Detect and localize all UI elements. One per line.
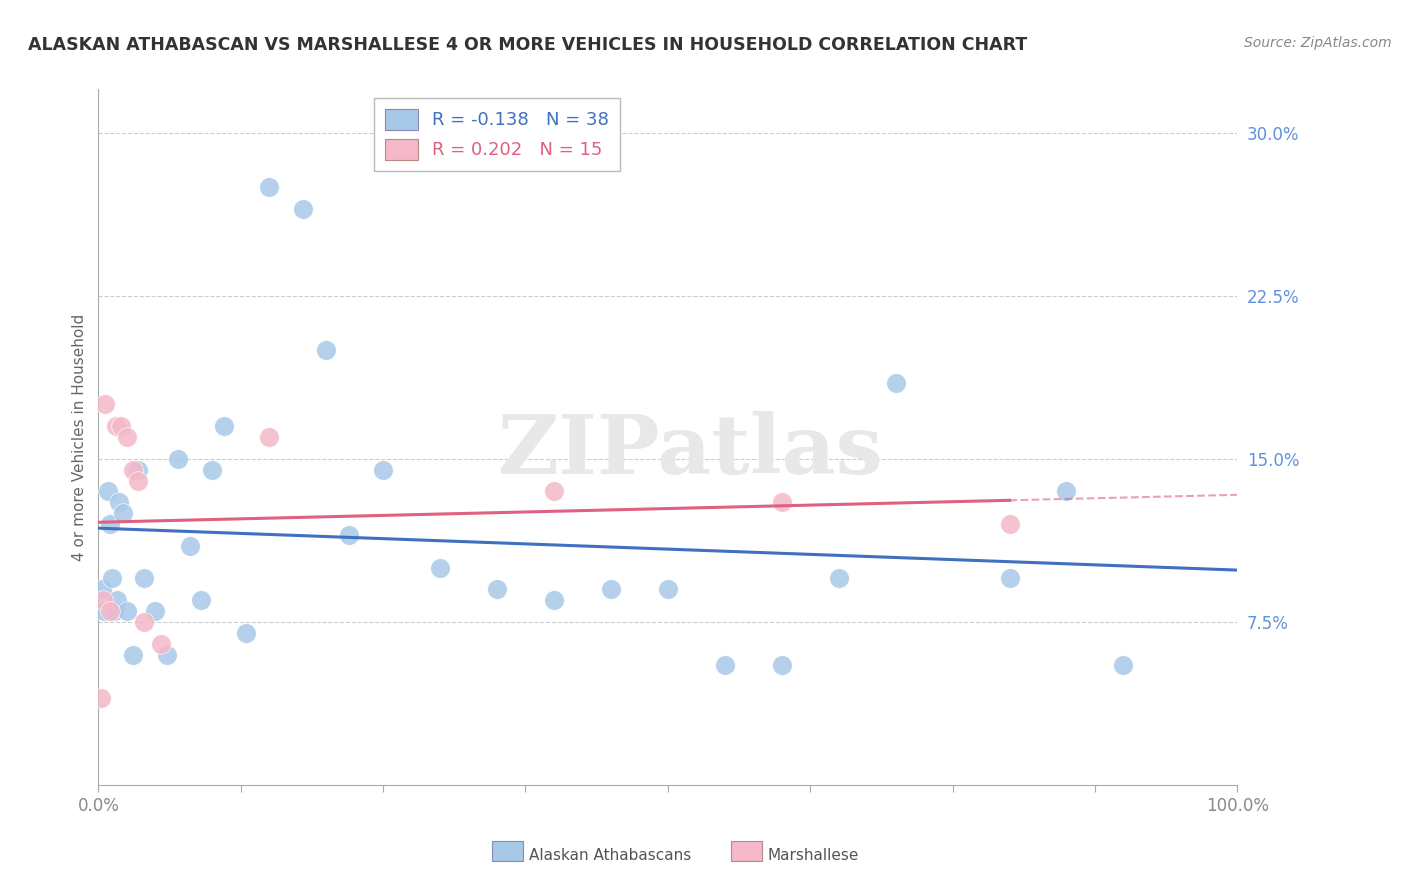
Point [190, 593, 212, 607]
Point [112, 506, 135, 520]
Point [101, 571, 124, 585]
Point [98, 516, 121, 531]
Point [337, 528, 360, 542]
Point [235, 625, 257, 640]
Text: Source: ZipAtlas.com: Source: ZipAtlas.com [1244, 36, 1392, 50]
Point [105, 593, 128, 607]
Point [132, 571, 155, 585]
Point [145, 604, 167, 618]
Point [179, 539, 201, 553]
Point [315, 343, 337, 357]
Point [998, 516, 1021, 531]
Legend: R = -0.138   N = 38, R = 0.202   N = 15: R = -0.138 N = 38, R = 0.202 N = 15 [374, 98, 620, 170]
Point [127, 463, 149, 477]
Point [828, 571, 851, 585]
Y-axis label: 4 or more Vehicles in Household: 4 or more Vehicles in Household [72, 313, 87, 561]
Point [108, 495, 131, 509]
Text: Marshallese: Marshallese [768, 848, 859, 863]
Text: ALASKAN ATHABASCAN VS MARSHALLESE 4 OR MORE VEHICLES IN HOUSEHOLD CORRELATION CH: ALASKAN ATHABASCAN VS MARSHALLESE 4 OR M… [28, 36, 1028, 54]
Point [91, 593, 114, 607]
Point [1112, 658, 1135, 673]
Point [600, 582, 623, 597]
Point [156, 648, 179, 662]
Point [103, 604, 125, 618]
Point [93, 604, 115, 618]
Point [115, 604, 138, 618]
Point [121, 648, 143, 662]
Point [90, 582, 112, 597]
Point [371, 463, 394, 477]
Point [714, 658, 737, 673]
Point [167, 451, 190, 466]
Point [884, 376, 907, 390]
Point [770, 495, 793, 509]
Point [259, 430, 281, 444]
Point [1056, 484, 1078, 499]
Point [127, 474, 149, 488]
Point [115, 430, 138, 444]
Point [132, 615, 155, 629]
Point [429, 560, 451, 574]
Point [770, 658, 793, 673]
Point [212, 419, 235, 434]
Text: Alaskan Athabascans: Alaskan Athabascans [529, 848, 690, 863]
Point [998, 571, 1021, 585]
Point [657, 582, 679, 597]
Point [486, 582, 509, 597]
Point [201, 463, 224, 477]
Point [110, 419, 132, 434]
Point [121, 463, 143, 477]
Point [104, 419, 127, 434]
Point [98, 604, 121, 618]
Point [259, 180, 281, 194]
Point [96, 484, 118, 499]
Point [94, 397, 117, 411]
Point [543, 593, 565, 607]
Text: ZIPatlas: ZIPatlas [498, 411, 883, 491]
Point [90, 690, 112, 705]
Point [292, 202, 315, 216]
Point [543, 484, 565, 499]
Point [150, 637, 173, 651]
